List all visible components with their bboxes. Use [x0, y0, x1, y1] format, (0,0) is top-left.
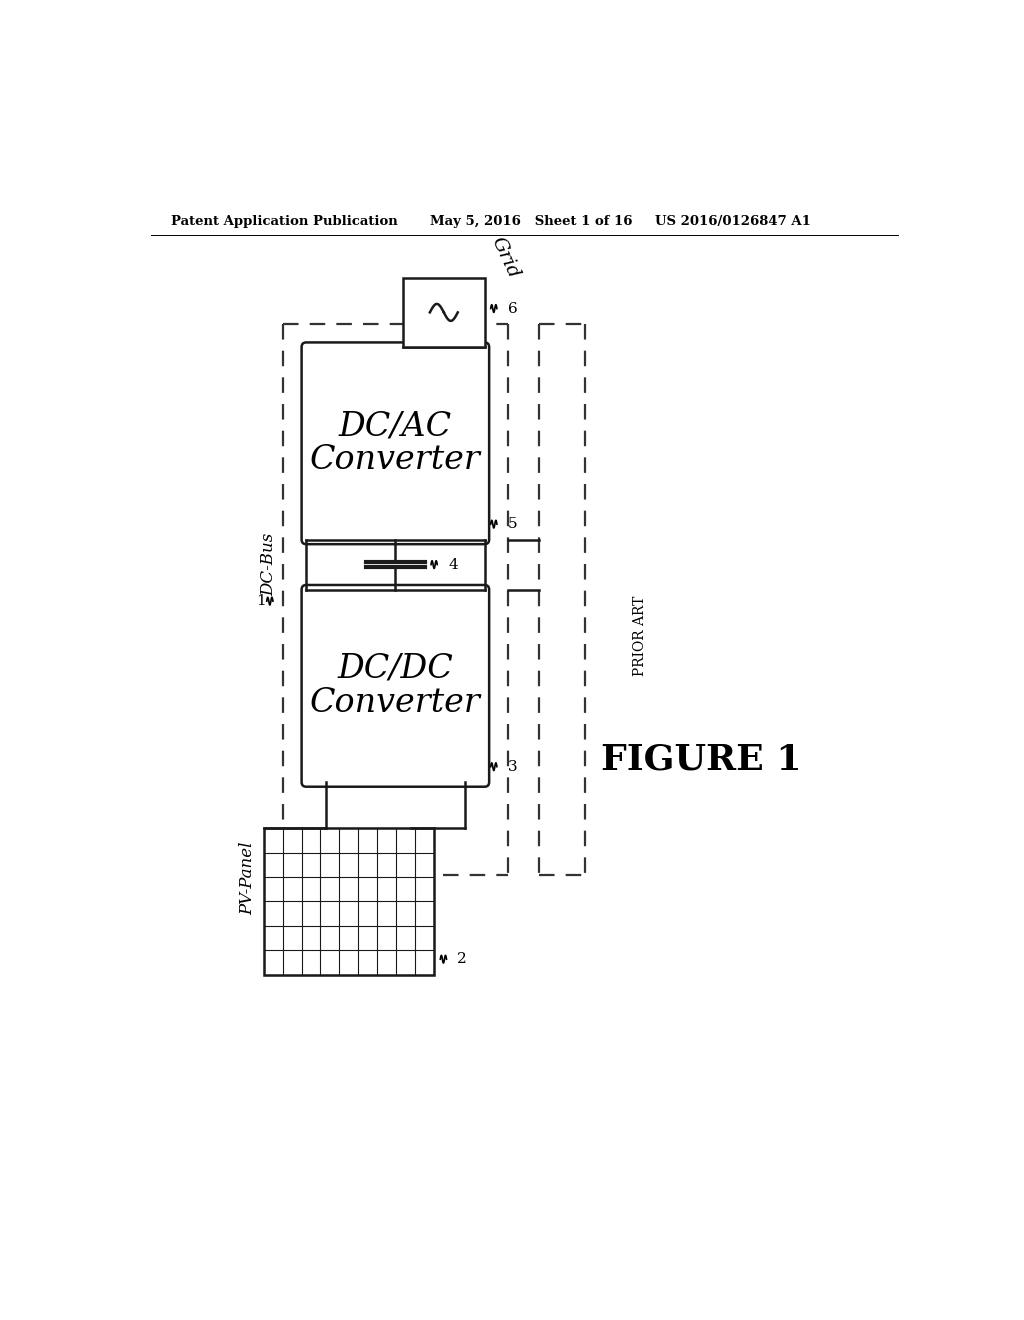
- Text: FIGURE 1: FIGURE 1: [601, 742, 802, 776]
- Text: US 2016/0126847 A1: US 2016/0126847 A1: [655, 215, 811, 228]
- Text: May 5, 2016   Sheet 1 of 16: May 5, 2016 Sheet 1 of 16: [430, 215, 633, 228]
- Text: PV-Panel: PV-Panel: [239, 842, 256, 915]
- Text: 5: 5: [508, 517, 517, 531]
- Text: 3: 3: [508, 760, 517, 774]
- Text: Converter: Converter: [310, 686, 481, 719]
- FancyBboxPatch shape: [302, 585, 489, 787]
- FancyBboxPatch shape: [263, 829, 434, 974]
- Text: Converter: Converter: [310, 445, 481, 477]
- FancyBboxPatch shape: [403, 277, 484, 347]
- Text: 4: 4: [449, 557, 458, 572]
- Text: PRIOR ART: PRIOR ART: [633, 595, 646, 676]
- Text: DC-Bus: DC-Bus: [260, 533, 276, 597]
- Text: Grid: Grid: [488, 235, 523, 281]
- Text: DC/AC: DC/AC: [339, 411, 452, 442]
- Text: Patent Application Publication: Patent Application Publication: [171, 215, 397, 228]
- FancyBboxPatch shape: [302, 342, 489, 544]
- Text: 2: 2: [458, 952, 467, 966]
- Text: DC/DC: DC/DC: [338, 653, 454, 685]
- Text: 6: 6: [508, 301, 517, 315]
- Text: 1: 1: [256, 594, 266, 609]
